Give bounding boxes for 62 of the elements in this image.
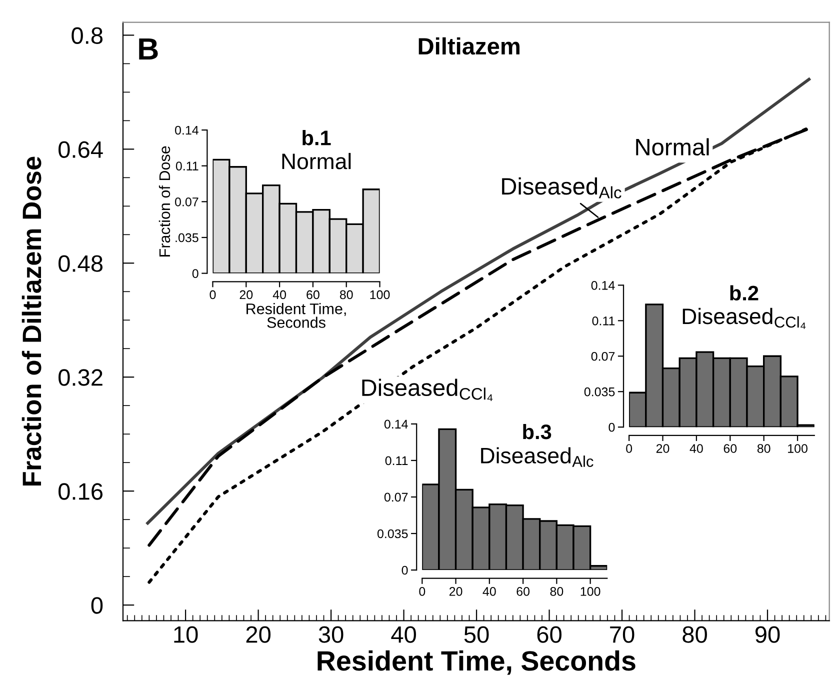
y-tick-label: 0.11: [385, 456, 408, 466]
x-tick-label: 100: [788, 444, 808, 453]
chart-title: b.3: [523, 424, 552, 440]
y-tick-label: 0: [402, 566, 408, 575]
x-tick-label: 90: [755, 626, 780, 643]
y-tick-label: 0.035: [584, 387, 615, 396]
x-tick-label: 0: [419, 587, 426, 596]
y-tick-label: 0.32: [58, 369, 102, 386]
x-tick-label: 70: [610, 626, 634, 643]
y-tick-label: 0.64: [58, 141, 103, 158]
chart-title: b.1: [302, 130, 331, 146]
x-tick-label: 100: [580, 587, 600, 596]
text: Diseased$_{CCl₄}$: [682, 308, 806, 329]
annotation: B: [139, 38, 158, 60]
y-tick-label: 0.14: [591, 280, 615, 290]
x-tick-label: 40: [391, 626, 416, 643]
y-tick-label: 0.11: [592, 316, 615, 326]
x-tick-label: 10: [174, 626, 198, 643]
x-tick-label: 20: [656, 444, 670, 453]
x-tick-label: 80: [757, 444, 770, 453]
x-tick-label: 80: [340, 290, 353, 300]
x-axis-title: Resident Time, Seconds: [318, 650, 636, 675]
y-tick-label: 0.8: [72, 27, 103, 44]
x-tick-label: 40: [690, 444, 703, 453]
y-axis-title: Fraction of Dose: [158, 146, 170, 256]
x-tick-label: 30: [318, 626, 344, 643]
y-tick-label: 0.07: [591, 352, 615, 361]
series-label: Diseased$_{Alc}$: [502, 177, 622, 198]
y-tick-label: 0.07: [384, 492, 408, 502]
y-axis-title: Fraction of Diltiazem Dose: [22, 156, 42, 486]
y-tick-label: 0.14: [384, 420, 408, 429]
x-tick-label: 0: [626, 444, 632, 453]
y-tick-label: 0.035: [377, 529, 408, 538]
series-label: Normal: [636, 138, 709, 156]
x-tick-label: 60: [537, 626, 562, 643]
y-tick-label: .035: [176, 233, 198, 242]
x-tick-label: 60: [724, 444, 737, 453]
y-tick-label: 0.48: [58, 255, 103, 272]
x-tick-label: 60: [516, 587, 530, 596]
y-tick-label: 0: [608, 422, 615, 432]
text: Normal: [282, 152, 351, 170]
x-tick-label: 20: [240, 290, 253, 300]
x-axis-title: Resident Time, Seconds: [246, 303, 346, 328]
x-tick-label: 40: [482, 587, 496, 596]
text: Diseased$_{Alc}$: [481, 447, 594, 467]
y-tick-label: 0.11: [176, 162, 198, 170]
chart-title: b.2: [730, 285, 758, 300]
y-tick-label: 0.14: [175, 126, 198, 135]
x-tick-label: 20: [449, 587, 462, 596]
x-tick-label: 40: [272, 290, 286, 300]
y-tick-label: 0.16: [58, 483, 103, 500]
series-label: Diseased$_{CCl₄}$: [362, 378, 493, 401]
x-tick-label: 50: [464, 626, 489, 643]
y-tick-label: 0: [192, 269, 198, 278]
y-tick-label: 0.07: [175, 197, 198, 206]
text: Diltiazem: [418, 37, 520, 55]
x-tick-label: 20: [246, 626, 270, 643]
x-tick-label: 100: [370, 290, 390, 300]
x-tick-label: 60: [306, 290, 320, 300]
x-tick-label: 80: [550, 587, 564, 596]
x-tick-label: 0: [210, 290, 216, 300]
x-tick-label: 80: [682, 626, 707, 643]
